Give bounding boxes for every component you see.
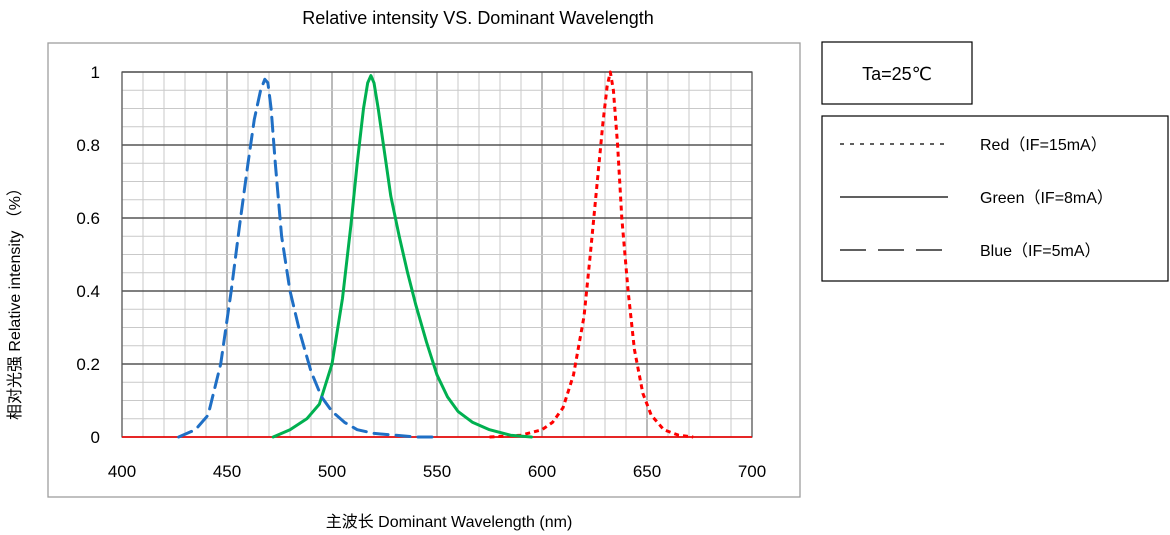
series-lines — [177, 70, 694, 439]
legend-label: Green（IF=8mA） — [980, 189, 1113, 207]
legend-label: Blue（IF=5mA） — [980, 242, 1101, 260]
grid — [121, 71, 753, 438]
chart-title: Relative intensity VS. Dominant Waveleng… — [302, 8, 654, 28]
x-tick-label: 400 — [108, 462, 136, 481]
condition-label: Ta=25℃ — [862, 64, 932, 84]
y-tick-label: 1 — [91, 63, 100, 82]
x-tick-label: 650 — [633, 462, 661, 481]
legend: Red（IF=15mA） Green（IF=8mA） Blue（IF=5mA） — [840, 136, 1113, 260]
x-tick-label: 600 — [528, 462, 556, 481]
y-tick-label: 0.2 — [76, 355, 100, 374]
series-line — [271, 74, 533, 439]
y-tick-label: 0 — [91, 428, 100, 447]
plot-frame — [47, 42, 801, 498]
y-axis-label: 相对光强 Relative intensity （%） — [6, 180, 24, 420]
x-tick-label: 550 — [423, 462, 451, 481]
y-tick-label: 0.6 — [76, 209, 100, 228]
legend-label: Red（IF=15mA） — [980, 136, 1107, 154]
x-tick-label: 450 — [213, 462, 241, 481]
y-tick-label: 0.8 — [76, 136, 100, 155]
legend-box — [821, 115, 1169, 282]
series-line — [177, 77, 439, 439]
x-axis-label: 主波长 Dominant Wavelength (nm) — [326, 513, 573, 531]
series-line — [489, 70, 694, 439]
tick-labels: 400 450 500 550 600 650 700 0 0.2 0.4 0.6 0.8 1 — [76, 63, 766, 481]
x-tick-label: 500 — [318, 462, 346, 481]
condition-box — [821, 41, 973, 105]
y-tick-label: 0.4 — [76, 282, 100, 301]
x-tick-label: 700 — [738, 462, 766, 481]
